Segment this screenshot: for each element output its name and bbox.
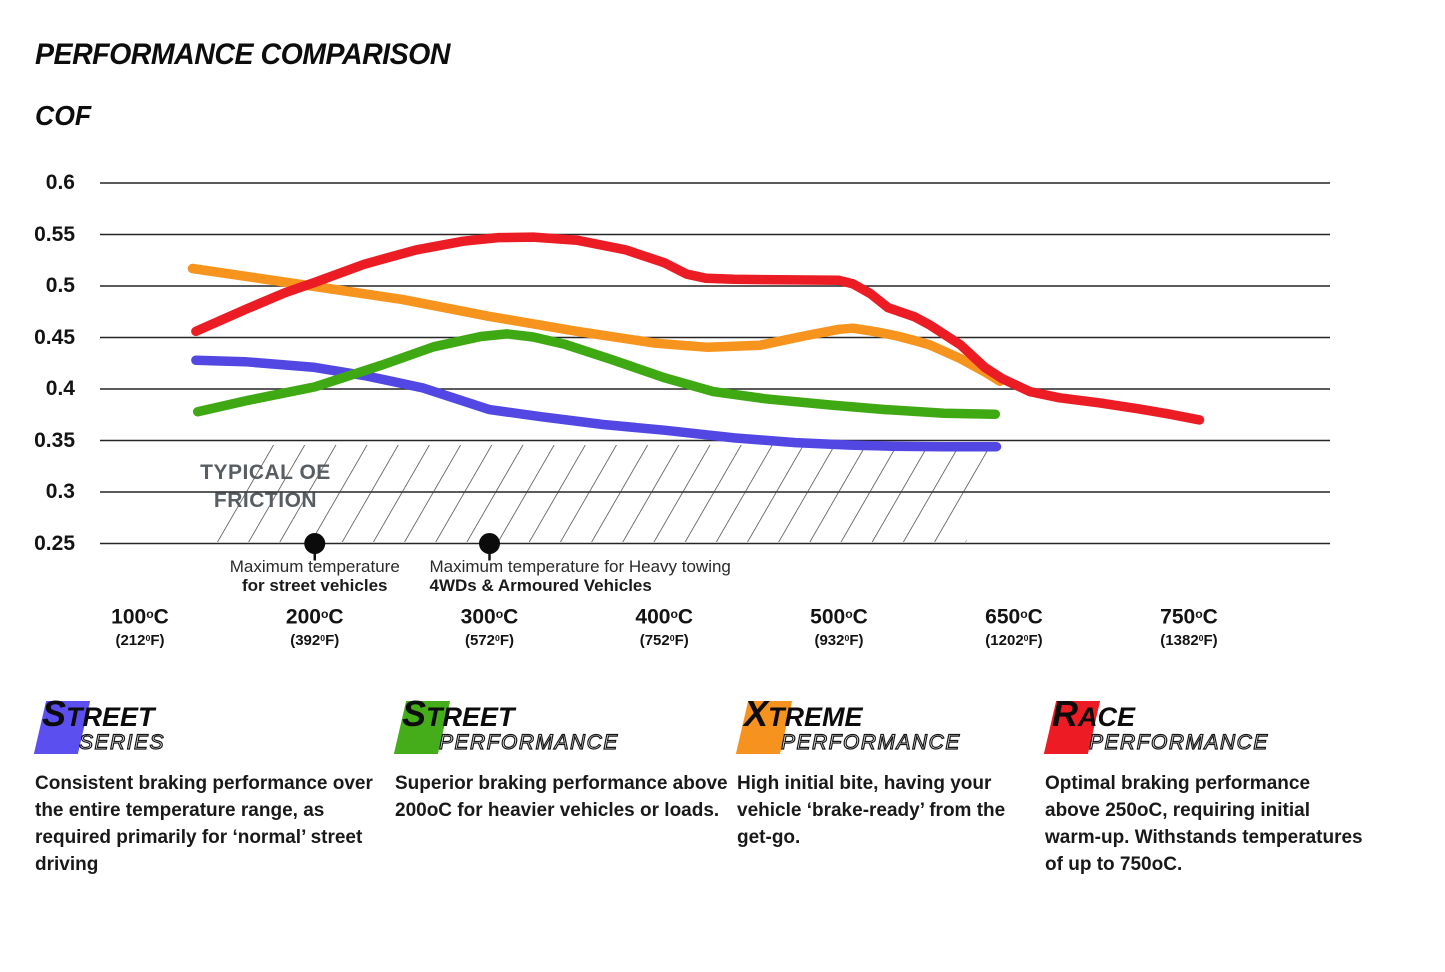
x-tick-750C: 750oC (13820F) [1160, 605, 1218, 650]
product-description: Optimal braking performance above 250oC,… [1045, 773, 1363, 875]
y-axis-title: COF [35, 100, 92, 131]
logo-word2: SERIES [78, 730, 166, 754]
x-tick-300C: 300oC (5720F) [460, 605, 519, 650]
logo-word1-initial: S [402, 693, 427, 734]
series-line-street-performance [192, 329, 1001, 419]
oe-friction-label: TYPICAL OE FRICTION [168, 459, 363, 515]
y-tick-0.25: 0.25 [34, 531, 75, 555]
logo-word1: RACE [1052, 693, 1136, 734]
product-description: Consistent braking performance over the … [35, 773, 373, 875]
y-tick-0.6: 0.6 [45, 171, 75, 194]
logo-word1-initial: X [744, 693, 769, 734]
y-tick-0.4: 0.4 [45, 377, 75, 400]
y-tick-0.3: 0.3 [45, 480, 75, 503]
logo-street-series: STREET SERIES [33, 693, 375, 764]
product-street-performance: STREET PERFORMANCE Superior braking perfor… [393, 693, 733, 824]
product-xtreme-performance: XTREME PERFORMANCE High initial bite, havi… [735, 693, 1025, 851]
logo-word1-initial: S [42, 693, 67, 734]
logo-xtreme-performance: XTREME PERFORMANCE [735, 693, 1025, 764]
marker-dot-200C [304, 533, 326, 554]
marker-label-line2: for street vehicles [241, 576, 388, 595]
logo-race-performance: RACE PERFORMANCE [1043, 693, 1363, 764]
x-tick-500C: 500oC (9320F) [810, 605, 868, 650]
logo-word1: XTREME [744, 693, 863, 734]
y-tick-0.45: 0.45 [34, 325, 75, 349]
oe-friction-hatch-area [188, 445, 996, 542]
x-tick-100C: 100oC (2120F) [111, 605, 169, 650]
marker-label-line1: Maximum temperature [229, 557, 400, 576]
oe-friction-label-line2: FRICTION [213, 489, 318, 512]
oe-friction-label-line1: TYPICAL OE [200, 461, 331, 484]
marker-label-200C: Maximum temperature for street vehicles [155, 557, 475, 595]
marker-label-line1: Maximum temperature for Heavy towing [429, 557, 731, 576]
x-tick-200C: 200oC (3920F) [285, 605, 344, 650]
product-description: High initial bite, having your vehicle ‘… [737, 773, 1006, 848]
logo-word2: PERFORMANCE [438, 730, 619, 754]
series-curves [187, 232, 1205, 452]
y-tick-0.55: 0.55 [34, 222, 75, 246]
logo-street-performance: STREET PERFORMANCE [393, 693, 733, 764]
x-tick-400C: 400oC (7520F) [635, 605, 694, 650]
series-line-street-series [191, 355, 1002, 452]
logo-word1-initial: R [1052, 693, 1078, 734]
product-race-performance: RACE PERFORMANCE Optimal braking performan… [1043, 693, 1363, 878]
logo-word1: STREET [42, 693, 155, 734]
y-tick-0.35: 0.35 [34, 428, 75, 452]
marker-dot-300C [479, 533, 500, 554]
product-street-series: STREET SERIES Consistent braking performan… [33, 693, 375, 878]
product-description: Superior braking performance above 200oC… [395, 773, 728, 821]
logo-word1: STREET [402, 693, 515, 734]
marker-label-300C: Maximum temperature for Heavy towing 4WDs… [430, 557, 850, 595]
marker-label-line2: 4WDs & Armoured Vehicles [429, 576, 652, 595]
logo-word2: PERFORMANCE [1088, 730, 1269, 754]
temperature-markers [304, 533, 500, 561]
series-line-xtreme-performance [187, 263, 1005, 387]
page-title: PERFORMANCE COMPARISON [35, 38, 450, 71]
series-line-race-performance [191, 232, 1205, 425]
logo-word2: PERFORMANCE [780, 730, 961, 754]
x-tick-650C: 650oC (12020F) [985, 605, 1043, 650]
y-tick-0.5: 0.5 [45, 274, 75, 297]
